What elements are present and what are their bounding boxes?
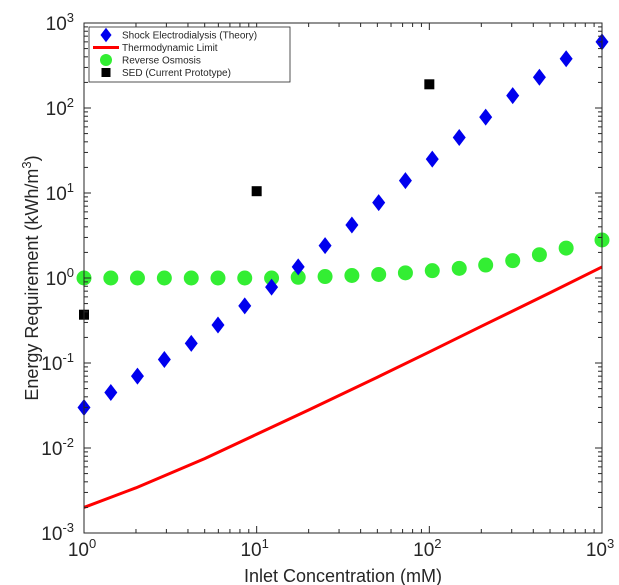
data-point-diamond <box>559 50 573 68</box>
y-axis-label-main: Energy Requirement (kWh/m <box>22 169 42 401</box>
data-point-circle <box>478 257 494 273</box>
x-tick-label: 100 <box>68 536 96 561</box>
y-tick-label: 100 <box>46 265 74 290</box>
x-tick-base: 10 <box>240 540 261 561</box>
y-tick-base: 10 <box>41 439 62 460</box>
data-point-circle <box>264 270 280 286</box>
x-tick-base: 10 <box>68 540 89 561</box>
y-tick-exp: 1 <box>67 180 74 195</box>
series-layer <box>76 33 610 509</box>
y-tick-exp: 3 <box>67 10 74 25</box>
data-point-circle <box>156 270 172 286</box>
x-tick-label: 101 <box>240 536 268 561</box>
y-tick-exp: -2 <box>62 435 74 450</box>
x-axis-label: Inlet Concentration (mM) <box>244 566 442 585</box>
legend-label: Reverse Osmosis <box>122 56 201 67</box>
data-point-square <box>424 79 435 90</box>
y-tick-base: 10 <box>46 269 67 290</box>
y-tick-base: 10 <box>46 14 67 35</box>
y-tick-label: 102 <box>46 95 74 120</box>
legend-label: Shock Electrodialysis (Theory) <box>122 31 257 42</box>
y-tick-label: 10-1 <box>41 350 74 375</box>
data-point-circle <box>237 270 253 286</box>
y-tick-label: 10-3 <box>41 520 74 545</box>
data-point-circle <box>505 253 521 269</box>
data-point-circle <box>531 247 547 263</box>
y-tick-exp: -1 <box>62 350 74 365</box>
x-tick-exp: 3 <box>607 536 614 551</box>
data-point-circle <box>210 270 226 286</box>
data-point-circle <box>371 266 387 282</box>
y-tick-label: 10-2 <box>41 435 74 460</box>
y-axis-label-exp: 3 <box>19 161 34 168</box>
y-axis-label: Energy Requirement (kWh/m3) <box>19 155 42 400</box>
y-tick-base: 10 <box>46 184 67 205</box>
x-tick-base: 10 <box>413 540 434 561</box>
y-axis-label-close: ) <box>22 155 42 161</box>
y-tick-base: 10 <box>41 354 62 375</box>
y-tick-label: 103 <box>46 10 74 35</box>
data-point-diamond <box>238 297 252 315</box>
data-point-diamond <box>157 350 171 368</box>
y-tick-base: 10 <box>41 524 62 545</box>
data-point-circle <box>397 265 413 281</box>
data-point-diamond <box>398 172 412 190</box>
data-point-circle <box>317 269 333 285</box>
x-tick-label: 103 <box>586 536 614 561</box>
legend: Shock Electrodialysis (Theory)Thermodyna… <box>88 26 291 83</box>
y-tick-label: 101 <box>46 180 74 205</box>
data-point-circle <box>424 263 440 279</box>
legend-box <box>88 26 291 83</box>
data-point-diamond <box>291 258 305 276</box>
data-point-circle <box>290 269 306 285</box>
y-tick-exp: -3 <box>62 520 74 535</box>
data-point-diamond <box>318 237 332 255</box>
y-tick-exp: 2 <box>67 95 74 110</box>
legend-marker-diamond <box>100 27 112 43</box>
x-tick-label: 102 <box>413 536 441 561</box>
data-point-diamond <box>372 194 386 212</box>
data-point-diamond <box>506 87 520 105</box>
x-tick-exp: 0 <box>89 536 96 551</box>
y-tick-base: 10 <box>46 99 67 120</box>
data-point-diamond <box>184 334 198 352</box>
data-point-diamond <box>425 150 439 168</box>
series-line-thermodynamic-limit <box>83 265 603 509</box>
legend-label: SED (Current Prototype) <box>122 68 231 79</box>
legend-marker-square <box>101 68 111 77</box>
data-point-circle <box>344 268 360 284</box>
data-point-circle <box>129 270 145 286</box>
data-point-circle <box>103 270 119 286</box>
data-point-circle <box>183 270 199 286</box>
data-point-diamond <box>130 367 144 385</box>
x-tick-exp: 2 <box>434 536 441 551</box>
data-point-circle <box>558 240 574 256</box>
data-point-circle <box>451 260 467 276</box>
data-point-diamond <box>532 68 546 86</box>
data-point-diamond <box>104 383 118 401</box>
data-point-diamond <box>345 216 359 234</box>
legend-label: Thermodynamic Limit <box>122 43 218 54</box>
data-point-diamond <box>265 278 279 296</box>
y-tick-exp: 0 <box>67 265 74 280</box>
data-point-diamond <box>211 316 225 334</box>
data-point-diamond <box>479 108 493 126</box>
x-tick-base: 10 <box>586 540 607 561</box>
plot-frame <box>83 22 603 534</box>
data-point-square <box>251 186 262 197</box>
x-tick-exp: 1 <box>262 536 269 551</box>
data-point-diamond <box>452 128 466 146</box>
legend-marker-circle <box>100 54 112 66</box>
